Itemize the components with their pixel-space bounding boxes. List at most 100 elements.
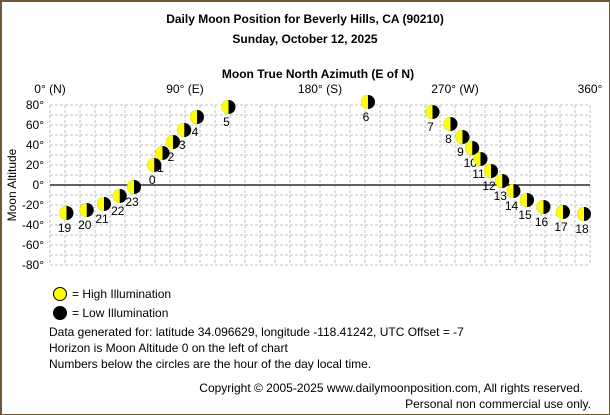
moon-point: 20 — [78, 203, 94, 232]
legend-low-swatch — [53, 306, 67, 320]
hour-label: 8 — [445, 132, 452, 146]
moon-point: 18 — [575, 207, 591, 236]
moon-lit-half — [425, 105, 433, 119]
moon-lit-half — [127, 180, 134, 194]
moon-lit-half — [155, 146, 163, 160]
moon-point: 8 — [443, 117, 458, 146]
x-tick-label: 360° — [578, 82, 603, 96]
moon-lit-half — [361, 95, 368, 109]
hour-label: 15 — [518, 208, 532, 222]
moon-point: 23 — [125, 180, 141, 209]
moon-lit-half — [59, 206, 67, 220]
x-tick-label: 90° (E) — [166, 82, 203, 96]
moon-lit-half — [97, 197, 104, 211]
y-tick-label: 40° — [26, 138, 44, 152]
moon-lit-half — [520, 193, 527, 207]
chart-title: Daily Moon Position for Beverly Hills, C… — [166, 12, 444, 26]
moon-point: 1 — [155, 146, 170, 175]
y-tick-label: -40° — [22, 218, 44, 232]
note-hours: Numbers below the circles are the hour o… — [49, 357, 371, 371]
moon-point: 12 — [482, 164, 498, 193]
legend: = High Illumination = Low Illumination — [53, 287, 171, 320]
hour-label: 14 — [505, 199, 519, 213]
hour-label: 4 — [192, 125, 199, 139]
hour-label: 1 — [157, 161, 164, 175]
moon-lit-half — [473, 152, 481, 166]
moon-lit-half — [147, 158, 155, 172]
hour-label: 12 — [482, 179, 496, 193]
note-horizon: Horizon is Moon Altitude 0 on the left o… — [49, 341, 288, 355]
hour-label: 23 — [125, 195, 139, 209]
moon-lit-half — [506, 184, 514, 198]
hour-label: 22 — [111, 204, 125, 218]
hour-label: 13 — [494, 189, 508, 203]
hour-label: 5 — [223, 115, 230, 129]
note-location: Data generated for: latitude 34.096629, … — [49, 325, 464, 339]
moon-point: 4 — [190, 110, 204, 139]
moon-lit-half — [177, 123, 185, 138]
moon-lit-half — [190, 110, 197, 124]
hour-label: 19 — [58, 221, 72, 235]
hour-label: 11 — [472, 167, 485, 181]
moon-point: 10 — [464, 141, 480, 170]
y-tick-label: 20° — [26, 158, 44, 172]
hour-label: 21 — [95, 212, 109, 226]
moon-point: 15 — [518, 193, 534, 222]
moon-lit-half — [166, 135, 173, 149]
legend-low-label: = Low Illumination — [72, 306, 168, 320]
moon-point: 17 — [554, 205, 570, 234]
hour-label: 20 — [78, 218, 92, 232]
legend-high-swatch — [53, 287, 67, 301]
moon-point: 7 — [425, 105, 440, 134]
moon-lit-half — [577, 207, 584, 221]
hour-label: 18 — [575, 222, 589, 236]
hour-label: 9 — [457, 145, 464, 159]
moon-lit-half — [484, 164, 491, 178]
y-tick-label: 60° — [26, 118, 44, 132]
y-tick-label: -80° — [22, 258, 44, 272]
y-axis-label: Moon Altitude — [5, 148, 19, 221]
ticks: 0° (N) 90° (E) 180° (S) 270° (W) 360°80°60°4… — [22, 82, 603, 272]
moon-point: 6 — [361, 95, 375, 124]
y-tick-label: -60° — [22, 238, 44, 252]
y-tick-label: -20° — [22, 198, 44, 212]
y-tick-label: 0° — [33, 178, 45, 192]
y-tick-label: 80° — [26, 98, 44, 112]
hour-label: 3 — [179, 138, 186, 152]
moon-lit-half — [465, 141, 473, 155]
moon-point: 22 — [111, 189, 127, 218]
x-tick-label: 180° (S) — [298, 82, 342, 96]
moon-lit-half — [79, 203, 87, 218]
moon-point: 16 — [535, 200, 551, 229]
hour-label: 6 — [363, 110, 370, 124]
x-tick-label: 0° (N) — [34, 82, 65, 96]
hour-label: 2 — [168, 150, 175, 164]
moon-point: 14 — [505, 184, 521, 213]
moon-point: 5 — [221, 100, 236, 129]
hour-label: 17 — [554, 220, 568, 234]
x-tick-label: 270° (W) — [431, 82, 478, 96]
moon-point: 0 — [147, 158, 162, 187]
moon-lit-half — [221, 100, 229, 114]
moon-lit-half — [455, 130, 463, 144]
moon-lit-half — [112, 189, 120, 203]
x-axis-label: Moon True North Azimuth (E of N) — [222, 67, 414, 81]
moon-point: 21 — [95, 197, 111, 226]
moon-lit-half — [536, 200, 544, 214]
usage-note: Personal non commercial use only. — [405, 397, 591, 411]
moon-lit-half — [443, 117, 451, 131]
moon-point: 9 — [455, 130, 470, 159]
hour-label: 16 — [535, 215, 549, 229]
moon-point: 11 — [472, 152, 488, 181]
chart-subtitle: Sunday, October 12, 2025 — [232, 32, 377, 46]
moon-lit-half — [556, 205, 563, 219]
copyright: Copyright © 2005-2025 www.dailymoonposit… — [199, 381, 583, 395]
moon-point: 19 — [58, 206, 74, 235]
moon-point: 3 — [177, 123, 192, 152]
hour-label: 7 — [427, 120, 434, 134]
moon-point: 13 — [494, 174, 510, 203]
moon-point: 2 — [166, 135, 180, 164]
moon-lit-half — [495, 174, 503, 188]
